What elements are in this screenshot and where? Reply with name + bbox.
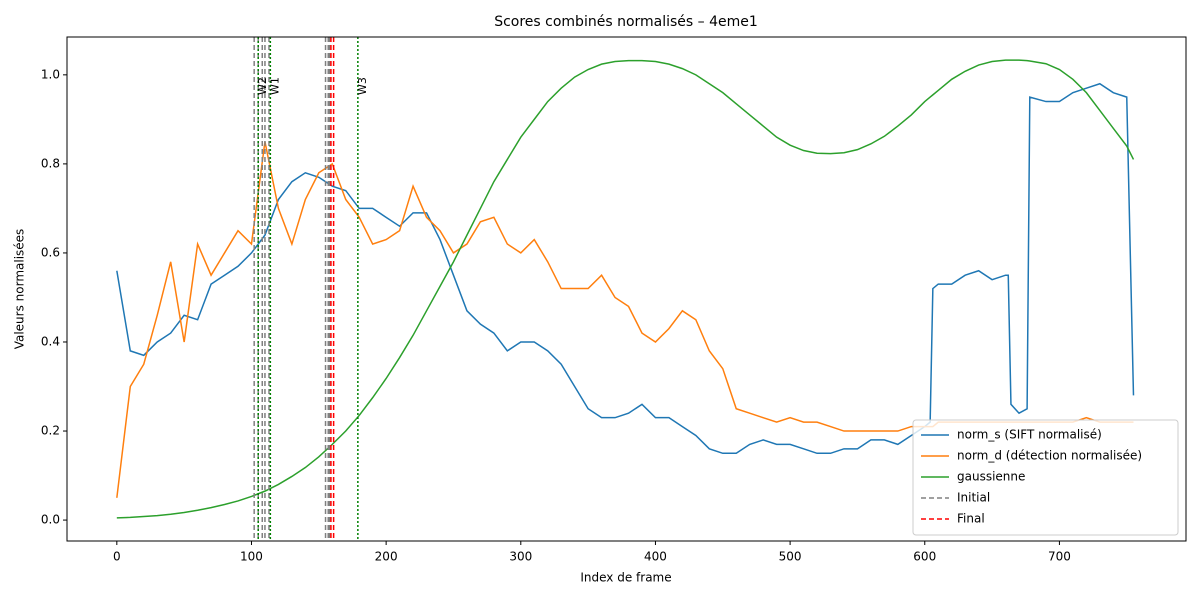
x-tick-label: 400 [644, 550, 667, 564]
x-tick-label: 700 [1048, 550, 1071, 564]
plot [116, 37, 1135, 541]
x-tick-label: 100 [240, 550, 263, 564]
y-tick-label: 0.8 [41, 156, 60, 170]
x-tick-label: 500 [779, 550, 802, 564]
window-label: W1 [268, 77, 281, 95]
legend-label: norm_d (détection normalisée) [957, 449, 1142, 463]
y-tick-label: 1.0 [41, 67, 60, 81]
legend-box [912, 419, 1179, 536]
x-tick-label: 0 [113, 550, 121, 564]
legend-label: Final [957, 512, 985, 526]
chart-title: Scores combinés normalisés – 4eme1 [494, 14, 758, 30]
plot-frame [66, 36, 1187, 542]
x-tick-label: 600 [913, 550, 936, 564]
series-line [116, 82, 1135, 455]
x-tick-label: 300 [509, 550, 532, 564]
window-label: W2 [256, 77, 269, 95]
y-tick-label: 0.2 [41, 424, 60, 438]
window-label: W3 [356, 77, 369, 95]
y-tick-label: 0.6 [41, 245, 60, 259]
legend-label: norm_s (SIFT normalisé) [957, 428, 1102, 442]
x-axis-label: Index de frame [580, 571, 671, 585]
y-tick-label: 0.4 [41, 334, 60, 348]
y-tick-label: 0.0 [41, 513, 60, 527]
legend-label: gaussienne [957, 470, 1025, 484]
x-tick-label: 200 [375, 550, 398, 564]
y-axis-label: Valeurs normalisées [13, 229, 27, 350]
series-line [116, 59, 1135, 519]
legend-label: Initial [957, 491, 990, 505]
